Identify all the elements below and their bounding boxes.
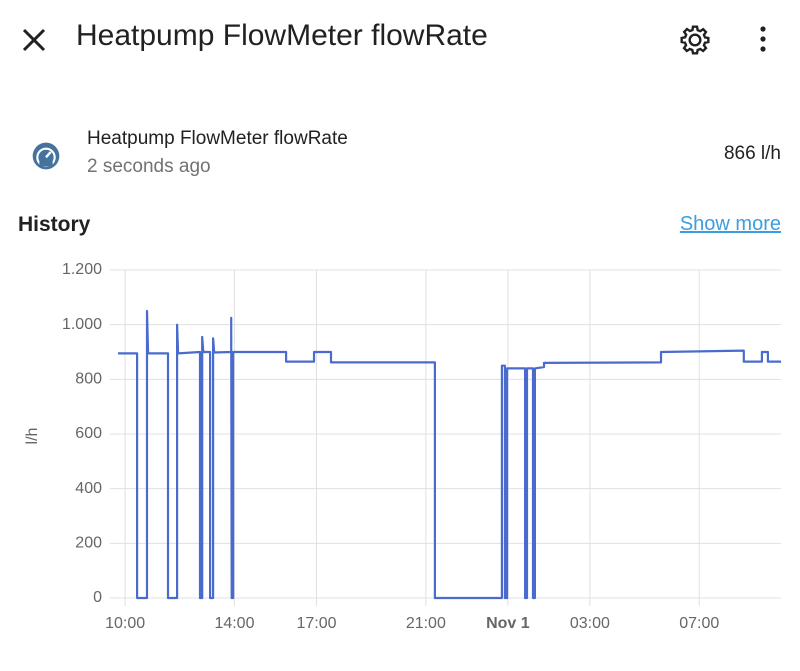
y-tick-label: 0 [93,589,102,606]
entity-state: 866 l/h [723,143,781,164]
y-tick-label: 400 [75,480,102,497]
settings-button[interactable] [679,24,711,56]
x-tick-label: 14:00 [214,615,254,632]
show-more-link[interactable]: Show more [679,213,781,235]
entity-name: Heatpump FlowMeter flowRate [87,128,348,149]
y-tick-label: 600 [75,425,102,442]
menu-button[interactable] [755,24,771,54]
chart: l/h 0 200 400 600 800 1.000 1.200 10:00 14:00 17:… [24,261,781,632]
data-line [118,309,781,600]
x-tick-label: 17:00 [296,615,336,632]
x-tick-label: 07:00 [679,615,719,632]
close-button[interactable] [20,26,48,54]
x-tick-label: 03:00 [570,615,610,632]
y-tick-label: 1.200 [62,261,102,278]
x-tick-label: 10:00 [105,615,145,632]
y-tick-label: 200 [75,535,102,552]
y-tick-label: 1.000 [62,316,102,333]
entity-icon [32,142,60,170]
y-tick-label: 800 [75,371,102,388]
x-tick-label: 21:00 [406,615,446,632]
dialog-title: Heatpump FlowMeter flowRate [76,19,488,52]
x-tick-label: Nov 1 [486,615,530,632]
entity-updated: 2 seconds ago [87,156,211,177]
history-title: History [18,213,91,236]
y-axis-label: l/h [24,428,41,445]
